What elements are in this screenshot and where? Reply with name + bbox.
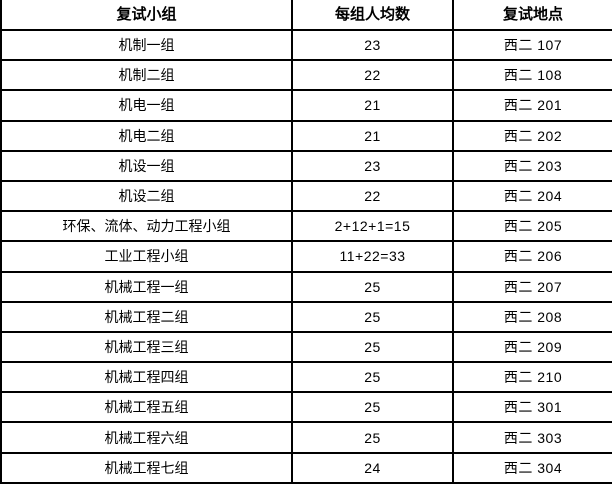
table-row: 机电二组 21 西二 202 (0, 119, 612, 152)
location-cell: 西二 204 (452, 179, 612, 213)
header-location-column: 复试地点 (452, 0, 612, 31)
count-cell: 21 (291, 89, 454, 122)
location-cell: 西二 203 (452, 149, 612, 182)
group-cell: 机电一组 (0, 89, 293, 122)
table-header: 复试小组 每组人均数 复试地点 (0, 0, 612, 31)
count-cell: 22 (291, 179, 454, 213)
group-cell: 工业工程小组 (0, 240, 293, 273)
table-row: 机械工程四组 25 西二 210 (0, 361, 612, 394)
group-cell: 机设一组 (0, 149, 293, 182)
count-cell: 22 (291, 59, 454, 92)
location-cell: 西二 208 (452, 300, 612, 333)
table-row: 机械工程二组 25 西二 208 (0, 300, 612, 333)
group-cell: 机械工程一组 (0, 270, 293, 303)
location-cell: 西二 303 (452, 421, 612, 454)
table-row: 机械工程五组 25 西二 301 (0, 391, 612, 424)
count-cell: 25 (291, 361, 454, 394)
table-row: 机械工程三组 25 西二 209 (0, 330, 612, 364)
table-row: 机械工程六组 25 西二 303 (0, 421, 612, 454)
count-cell: 25 (291, 270, 454, 303)
group-cell: 机械工程三组 (0, 330, 293, 364)
count-cell: 25 (291, 330, 454, 364)
group-cell: 机械工程四组 (0, 361, 293, 394)
count-cell: 25 (291, 421, 454, 454)
table-row: 机设一组 23 西二 203 (0, 149, 612, 182)
group-cell: 机械工程二组 (0, 300, 293, 333)
table-row: 环保、流体、动力工程小组 2+12+1=15 西二 205 (0, 210, 612, 243)
location-cell: 西二 107 (452, 28, 612, 62)
table-row: 机制二组 22 西二 108 (0, 59, 612, 92)
table-body: 机制一组 23 西二 107 机制二组 22 西二 108 机电一组 21 西二 201 机电二组… (0, 28, 612, 484)
group-cell: 环保、流体、动力工程小组 (0, 210, 293, 243)
header-count-column: 每组人均数 (291, 0, 454, 31)
location-cell: 西二 108 (452, 59, 612, 92)
table-row: 工业工程小组 11+22=33 西二 206 (0, 240, 612, 273)
header-row: 复试小组 每组人均数 复试地点 (0, 0, 612, 31)
location-cell: 西二 209 (452, 330, 612, 364)
group-cell: 机械工程七组 (0, 451, 293, 484)
group-cell: 机制一组 (0, 28, 293, 62)
count-cell: 24 (291, 451, 454, 484)
table-row: 机制一组 23 西二 107 (0, 28, 612, 62)
table-row: 机设二组 22 西二 204 (0, 179, 612, 213)
count-cell: 23 (291, 28, 454, 62)
location-cell: 西二 205 (452, 210, 612, 243)
header-group-column: 复试小组 (0, 0, 293, 31)
location-cell: 西二 304 (452, 451, 612, 484)
group-cell: 机设二组 (0, 179, 293, 213)
location-cell: 西二 207 (452, 270, 612, 303)
location-cell: 西二 206 (452, 240, 612, 273)
location-cell: 西二 201 (452, 89, 612, 122)
table-row: 机械工程一组 25 西二 207 (0, 270, 612, 303)
count-cell: 11+22=33 (291, 240, 454, 273)
count-cell: 2+12+1=15 (291, 210, 454, 243)
count-cell: 25 (291, 300, 454, 333)
location-cell: 西二 301 (452, 391, 612, 424)
group-cell: 机械工程五组 (0, 391, 293, 424)
location-cell: 西二 202 (452, 119, 612, 152)
count-cell: 23 (291, 149, 454, 182)
count-cell: 21 (291, 119, 454, 152)
table-row: 机械工程七组 24 西二 304 (0, 451, 612, 484)
count-cell: 25 (291, 391, 454, 424)
group-cell: 机制二组 (0, 59, 293, 92)
group-cell: 机械工程六组 (0, 421, 293, 454)
group-cell: 机电二组 (0, 119, 293, 152)
location-cell: 西二 210 (452, 361, 612, 394)
table-row: 机电一组 21 西二 201 (0, 89, 612, 122)
